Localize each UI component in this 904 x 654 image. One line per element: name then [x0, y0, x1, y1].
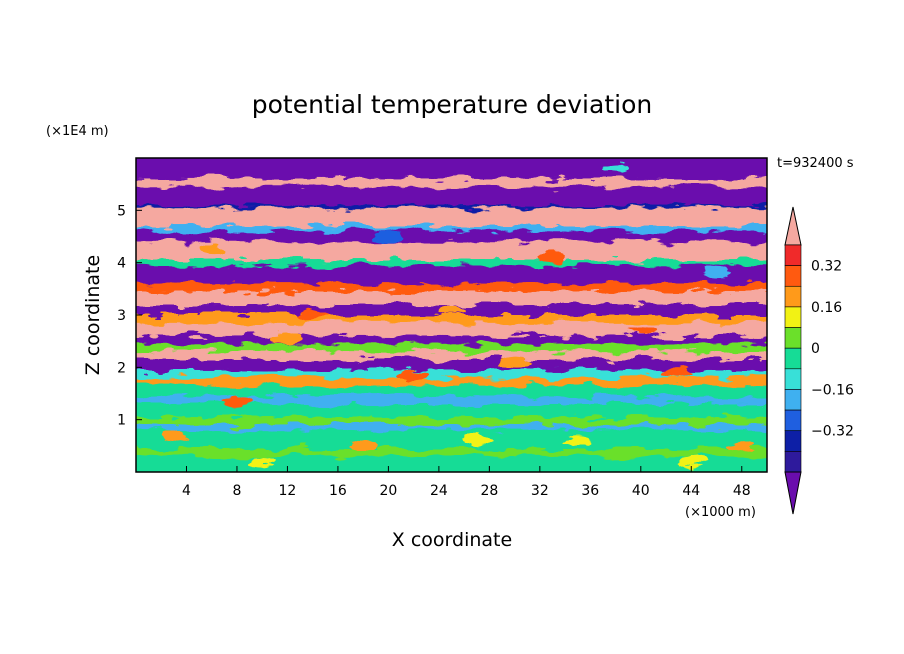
- x-tick-label: 48: [733, 483, 751, 499]
- colorbar: 0.32 0.16 0 −0.16 −0.32: [784, 206, 854, 515]
- x-tick-label: 44: [682, 483, 700, 499]
- field-cell: [677, 456, 706, 467]
- field-band: [136, 424, 767, 431]
- field-band: [136, 369, 767, 379]
- colorbar-box: [784, 285, 802, 308]
- field-cell: [664, 367, 693, 378]
- field-band: [136, 322, 767, 337]
- field-band: [136, 396, 767, 405]
- x-tick-label: 28: [480, 483, 498, 499]
- field-cell: [538, 252, 567, 263]
- field-cell: [437, 304, 466, 315]
- field-cell: [197, 244, 226, 255]
- x-tick-label: 20: [379, 483, 397, 499]
- field-cell: [500, 357, 529, 368]
- colorbar-box: [784, 368, 802, 390]
- x-tick-label: 36: [581, 483, 599, 499]
- x-axis-label: X coordinate: [392, 529, 512, 551]
- field-band: [136, 260, 767, 266]
- x-tick-label: 16: [329, 483, 347, 499]
- field-band: [136, 283, 767, 292]
- time-label: t=932400 s: [777, 156, 854, 171]
- colorbar-box: [784, 327, 802, 349]
- field-band: [136, 448, 767, 457]
- field-cell: [563, 435, 592, 446]
- chart-title: potential temperature deviation: [252, 90, 652, 119]
- field-band: [136, 359, 767, 371]
- x-tick-label: 8: [232, 483, 241, 499]
- field-cell: [159, 430, 188, 441]
- field-band: [136, 231, 767, 243]
- x-tick-label: 24: [430, 483, 448, 499]
- colorbar-max-triangle: [784, 206, 802, 246]
- field-band: [136, 291, 767, 306]
- field-cell: [273, 333, 302, 344]
- heatmap-field: [136, 158, 767, 472]
- y-axis-label: Z coordinate: [82, 255, 104, 375]
- field-band: [136, 315, 767, 324]
- colorbar-label: 0: [811, 341, 820, 357]
- x-tick-label: 40: [632, 483, 650, 499]
- field-cell: [222, 396, 251, 407]
- field-band: [136, 417, 767, 426]
- colorbar-box: [784, 265, 802, 287]
- y-tick-label: 5: [117, 203, 126, 219]
- field-cell: [399, 370, 428, 381]
- field-cell: [374, 231, 403, 242]
- y-axis: 1 2 3 4 5: [117, 203, 142, 429]
- colorbar-box: [784, 451, 802, 473]
- x-tick-label: 4: [182, 483, 191, 499]
- colorbar-min-triangle: [784, 471, 802, 515]
- colorbar-box: [784, 409, 802, 432]
- colorbar-box: [784, 244, 802, 266]
- x-axis: 4 8 12 16 20 24 28 32 36 40 44 48: [182, 466, 751, 499]
- y-unit-label: (×1E4 m): [46, 124, 109, 139]
- colorbar-label: −0.16: [811, 382, 854, 398]
- field-band: [136, 241, 767, 261]
- x-tick-label: 12: [279, 483, 297, 499]
- field-band: [136, 207, 767, 227]
- colorbar-box: [784, 306, 802, 328]
- colorbar-box: [784, 389, 802, 411]
- field-cell: [298, 310, 327, 320]
- field-band: [136, 377, 767, 387]
- field-band: [136, 178, 767, 188]
- y-tick-label: 4: [117, 256, 126, 272]
- colorbar-label: 0.32: [811, 259, 842, 275]
- field-cell: [248, 456, 277, 467]
- y-tick-label: 3: [117, 308, 126, 324]
- x-tick-label: 32: [531, 483, 549, 499]
- field-band: [136, 226, 767, 232]
- field-band: [136, 335, 767, 345]
- field-band: [136, 343, 767, 353]
- field-band: [136, 456, 767, 472]
- field-band: [136, 351, 767, 360]
- field-band: [136, 158, 767, 180]
- field-cell: [462, 435, 491, 446]
- x-unit-label: (×1000 m): [685, 505, 756, 520]
- field-band: [136, 403, 767, 418]
- y-tick-label: 2: [117, 360, 126, 376]
- field-cell: [626, 325, 655, 336]
- field-band: [136, 265, 767, 285]
- field-band: [136, 385, 767, 397]
- colorbar-box: [784, 347, 802, 370]
- y-tick-label: 1: [117, 413, 126, 429]
- field-cell: [349, 440, 378, 451]
- colorbar-box: [784, 430, 802, 452]
- field-band: [136, 430, 767, 449]
- field-band: [136, 186, 767, 206]
- colorbar-label: 0.16: [811, 300, 842, 316]
- field-cell: [601, 163, 630, 174]
- colorbar-label: −0.32: [811, 424, 854, 440]
- field-cell: [702, 268, 731, 279]
- field-cell: [727, 440, 756, 451]
